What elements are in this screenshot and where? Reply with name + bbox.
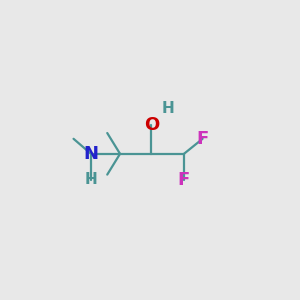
Text: N: N [83, 145, 98, 163]
Text: H: H [85, 172, 97, 187]
Text: H: H [162, 101, 175, 116]
Text: F: F [196, 130, 209, 148]
Text: F: F [178, 171, 190, 189]
Text: O: O [144, 116, 159, 134]
